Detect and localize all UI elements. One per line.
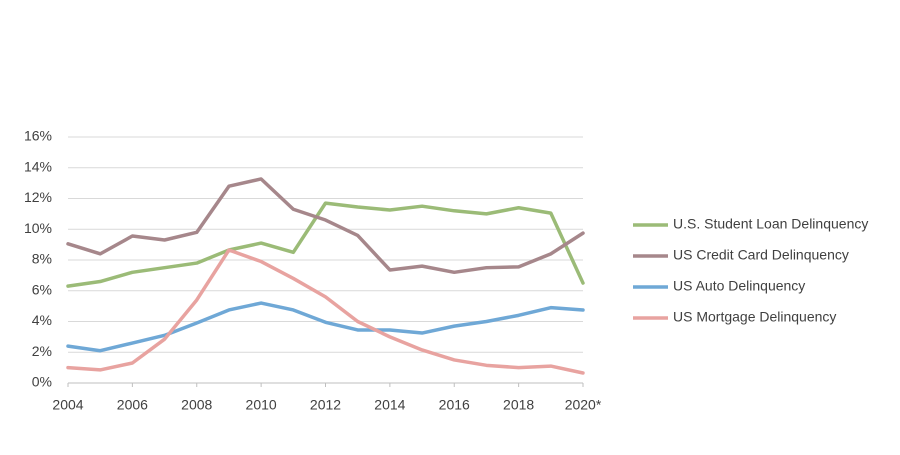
y-tick-label: 2%	[32, 343, 52, 359]
series-line	[66, 201, 585, 288]
y-tick-label: 0%	[32, 374, 52, 390]
legend-label: US Auto Delinquency	[673, 278, 805, 294]
y-tick-label: 16%	[24, 128, 52, 144]
y-tick-label: 8%	[32, 251, 52, 267]
y-tick-label: 10%	[24, 220, 52, 236]
x-tick-label: 2010	[246, 397, 277, 413]
y-tick-label: 12%	[24, 189, 52, 205]
x-tick-label: 2008	[181, 397, 212, 413]
x-tick-label: 2004	[52, 397, 83, 413]
x-tick-label: 2012	[310, 397, 341, 413]
legend-label: US Mortgage Delinquency	[673, 309, 836, 325]
x-tick-label: 2016	[439, 397, 470, 413]
series-line	[66, 177, 585, 275]
y-tick-label: 4%	[32, 312, 52, 328]
x-tick-label: 2018	[503, 397, 534, 413]
x-tick-label: 2006	[117, 397, 148, 413]
x-tick-label: 2020*	[565, 397, 602, 413]
y-tick-label: 6%	[32, 281, 52, 297]
series-line	[66, 301, 585, 353]
legend-label: US Credit Card Delinquency	[673, 247, 849, 263]
series-line	[66, 248, 585, 375]
x-tick-label: 2014	[374, 397, 405, 413]
legend-label: U.S. Student Loan Delinquency	[673, 216, 868, 232]
y-tick-label: 14%	[24, 158, 52, 174]
